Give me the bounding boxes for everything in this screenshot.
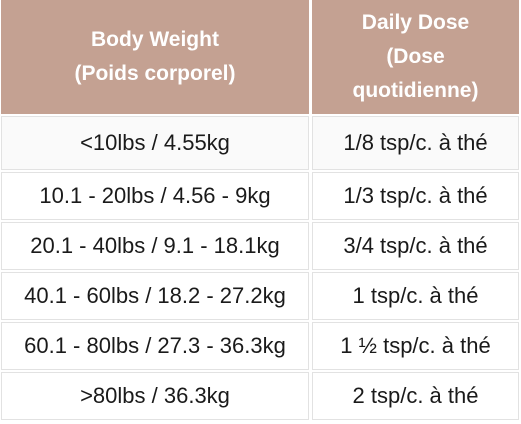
dose-cell: 1/3 tsp/c. à thé (312, 172, 519, 220)
table-row: 40.1 - 60lbs / 18.2 - 27.2kg 1 tsp/c. à … (0, 272, 521, 320)
header-body-weight-line1: Body Weight (91, 28, 219, 51)
dose-cell: 3/4 tsp/c. à thé (312, 222, 519, 270)
dose-cell: 1/8 tsp/c. à thé (312, 116, 519, 170)
header-body-weight: Body Weight (Poids corporel) (1, 0, 309, 114)
weight-cell: >80lbs / 36.3kg (1, 372, 309, 420)
dose-cell: 1 ½ tsp/c. à thé (312, 322, 519, 370)
table-header-row: Body Weight (Poids corporel) Daily Dose … (0, 0, 521, 114)
weight-cell: <10lbs / 4.55kg (1, 116, 309, 170)
weight-cell: 40.1 - 60lbs / 18.2 - 27.2kg (1, 272, 309, 320)
header-daily-dose-line1: Daily Dose (361, 11, 470, 34)
header-daily-dose-line3: quotidienne) (352, 79, 479, 102)
weight-cell: 60.1 - 80lbs / 27.3 - 36.3kg (1, 322, 309, 370)
table-row: <10lbs / 4.55kg 1/8 tsp/c. à thé (0, 116, 521, 170)
header-daily-dose: Daily Dose (Dose quotidienne) (312, 0, 519, 114)
weight-cell: 10.1 - 20lbs / 4.56 - 9kg (1, 172, 309, 220)
table-row: 60.1 - 80lbs / 27.3 - 36.3kg 1 ½ tsp/c. … (0, 322, 521, 370)
weight-cell: 20.1 - 40lbs / 9.1 - 18.1kg (1, 222, 309, 270)
table-row: >80lbs / 36.3kg 2 tsp/c. à thé (0, 372, 521, 420)
dose-cell: 2 tsp/c. à thé (312, 372, 519, 420)
dose-cell: 1 tsp/c. à thé (312, 272, 519, 320)
header-body-weight-line2: (Poids corporel) (74, 62, 236, 85)
header-daily-dose-line2: (Dose (386, 45, 445, 68)
table-row: 20.1 - 40lbs / 9.1 - 18.1kg 3/4 tsp/c. à… (0, 222, 521, 270)
table-row: 10.1 - 20lbs / 4.56 - 9kg 1/3 tsp/c. à t… (0, 172, 521, 220)
